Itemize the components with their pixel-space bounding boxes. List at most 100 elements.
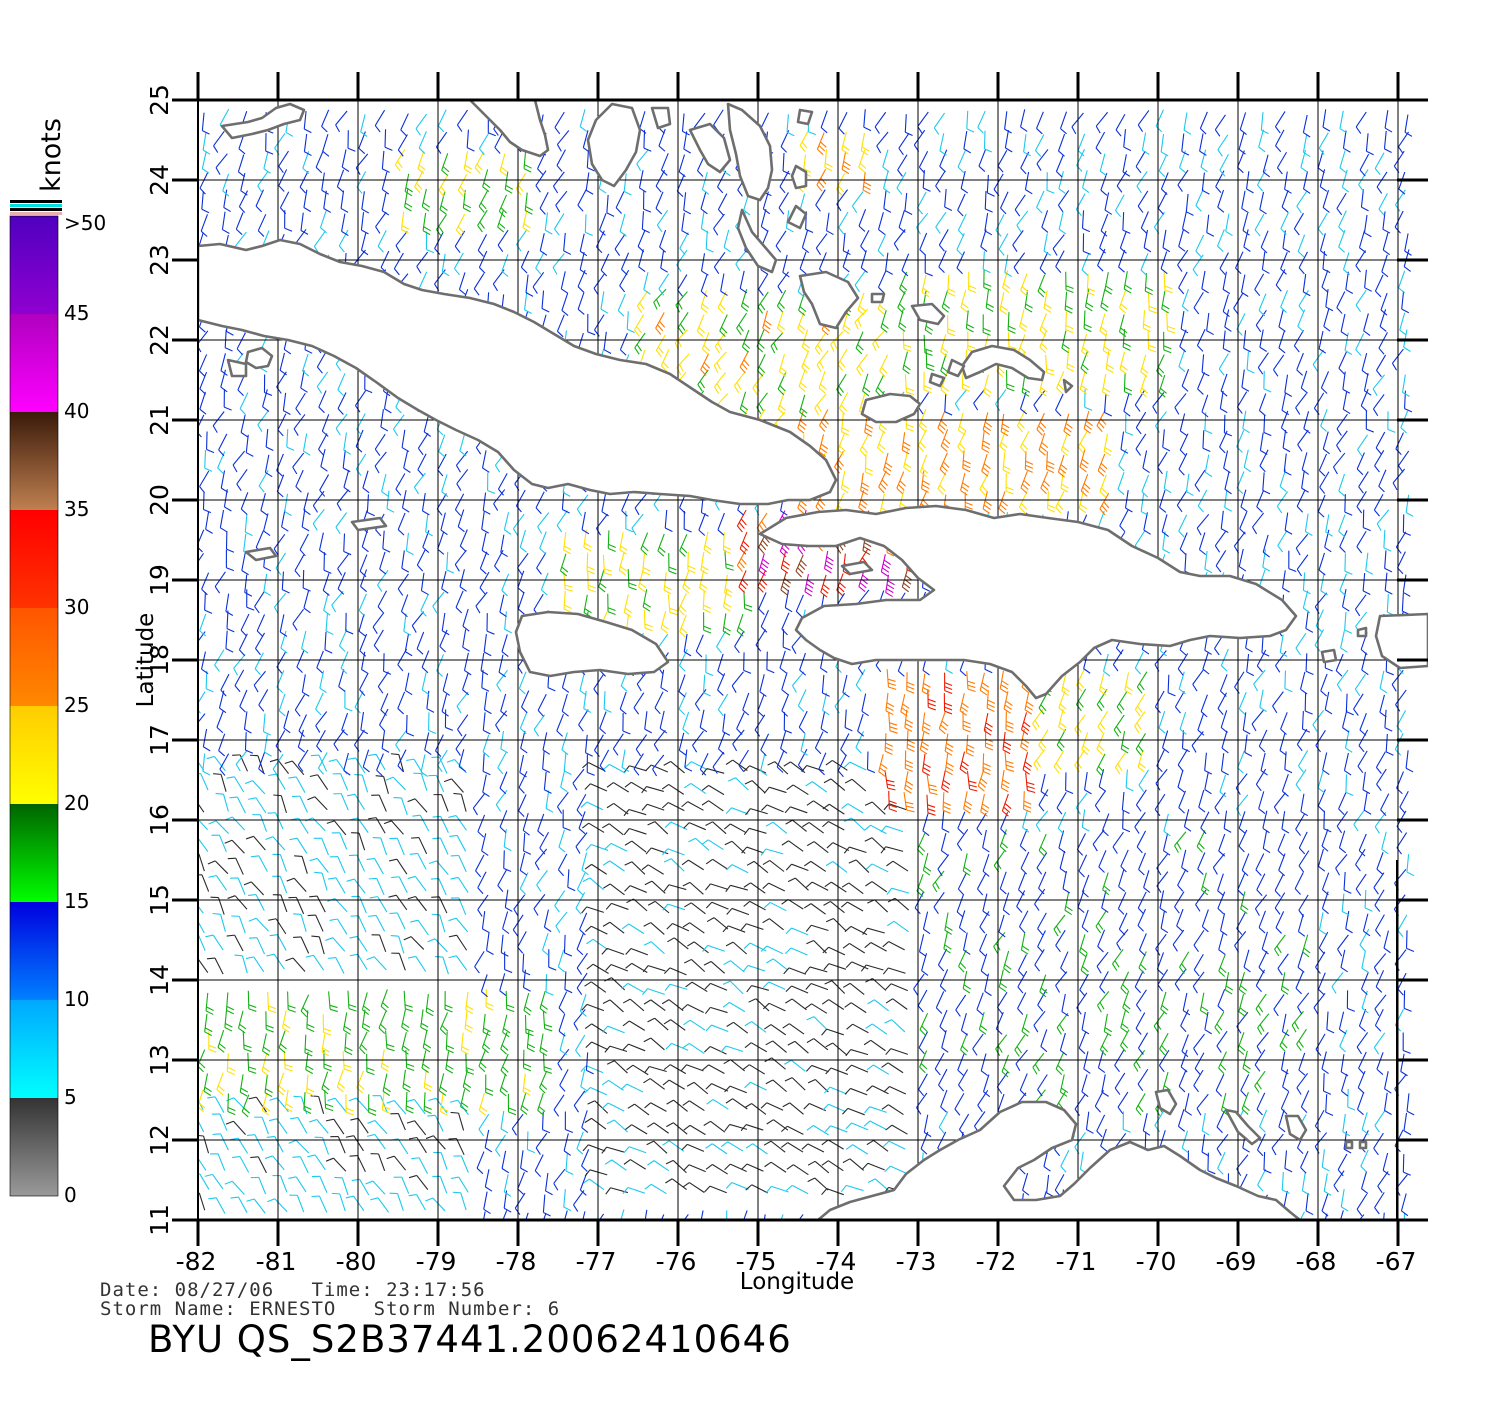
wind-barb xyxy=(801,733,808,755)
wind-barb xyxy=(1216,550,1226,572)
wind-barb xyxy=(1343,392,1350,414)
wind-barb xyxy=(1282,1014,1289,1036)
wind-barb xyxy=(994,174,1003,196)
wind-barb xyxy=(1047,1175,1054,1197)
plot-area xyxy=(185,100,1428,1237)
wind-barb xyxy=(958,413,965,435)
wind-barb xyxy=(1259,951,1267,973)
wind-barb xyxy=(241,492,248,514)
wind-barb xyxy=(418,152,425,174)
wind-barb xyxy=(1398,915,1407,937)
wind-barb xyxy=(1123,154,1130,176)
wind-barb xyxy=(868,752,875,773)
wind-barb xyxy=(782,694,789,716)
wind-barb xyxy=(883,942,905,950)
wind-barb xyxy=(884,191,891,213)
wind-barb xyxy=(1294,330,1303,352)
wind-barb xyxy=(788,878,808,890)
wind-barb xyxy=(310,858,329,872)
wind-barb xyxy=(361,212,368,234)
wind-barb xyxy=(963,450,971,471)
wind-barb xyxy=(1202,1113,1209,1135)
wind-barb xyxy=(865,838,885,850)
wind-barb xyxy=(1343,589,1350,611)
wind-barb xyxy=(225,840,245,853)
wind-barb xyxy=(320,211,326,233)
wind-barb xyxy=(1345,553,1352,574)
wind-barb xyxy=(1405,115,1412,137)
wind-barb xyxy=(1017,410,1025,432)
wind-barb xyxy=(647,1123,668,1133)
wind-barb xyxy=(525,1015,533,1036)
wind-barb xyxy=(1054,751,1063,773)
wind-barb xyxy=(861,230,869,252)
wind-barb xyxy=(683,1101,705,1111)
legend-band xyxy=(10,706,58,804)
wind-barb xyxy=(1302,1173,1309,1195)
wind-barb xyxy=(1197,514,1209,535)
wind-barb xyxy=(538,1093,545,1115)
wind-barb xyxy=(1319,454,1326,476)
wind-barb xyxy=(1292,1011,1303,1032)
wind-barb xyxy=(644,1066,666,1072)
wind-barb xyxy=(428,939,448,952)
wind-barb xyxy=(831,331,844,351)
wind-barb xyxy=(449,1139,465,1155)
wind-barb xyxy=(702,332,709,354)
wind-barb xyxy=(1003,732,1011,754)
wind-barb xyxy=(1357,1194,1367,1216)
wind-barb xyxy=(582,907,604,913)
wind-barb xyxy=(983,854,989,876)
wind-barb xyxy=(504,512,511,534)
wind-barb xyxy=(798,689,806,711)
wind-barb xyxy=(287,878,306,891)
wind-barb xyxy=(1075,715,1086,736)
wind-barb xyxy=(467,130,474,151)
wind-barb xyxy=(398,692,405,714)
wind-barb xyxy=(241,415,248,437)
wind-barb xyxy=(409,1175,428,1189)
wind-barb xyxy=(337,170,343,192)
wind-barb xyxy=(800,252,806,274)
wind-barb xyxy=(645,1184,667,1193)
legend-label: 15 xyxy=(64,889,89,913)
wind-barb xyxy=(1202,354,1209,375)
wind-barb xyxy=(885,1020,905,1032)
wind-barb xyxy=(456,591,463,613)
wind-barb xyxy=(702,172,708,194)
wind-barb xyxy=(1315,629,1324,651)
wind-barb xyxy=(213,411,224,432)
wind-barb xyxy=(782,613,789,635)
wind-barb xyxy=(585,864,607,874)
wind-barb xyxy=(1283,570,1290,592)
wind-barb xyxy=(217,1073,224,1095)
wind-barb xyxy=(234,654,246,675)
wind-barb xyxy=(1396,690,1407,711)
wind-barb xyxy=(248,1053,256,1074)
wind-barb xyxy=(1021,109,1028,131)
wind-barb xyxy=(1118,892,1125,914)
wind-barb xyxy=(207,432,214,453)
wind-barb xyxy=(786,1185,808,1193)
wind-barb xyxy=(346,1136,364,1151)
wind-barb xyxy=(819,753,826,775)
wind-barb xyxy=(1135,652,1143,674)
wind-barb xyxy=(879,471,888,493)
wind-barb xyxy=(578,292,584,314)
wind-barb xyxy=(1220,253,1228,275)
wind-barb xyxy=(479,251,486,273)
wind-barb xyxy=(1046,355,1055,375)
wind-barb xyxy=(601,291,608,313)
wind-barb xyxy=(1180,330,1186,352)
wind-barb xyxy=(1363,510,1370,531)
wind-barb xyxy=(1101,214,1108,236)
wind-barb xyxy=(923,853,930,875)
wind-barb xyxy=(449,935,467,950)
wind-barb xyxy=(568,869,575,890)
wind-barb xyxy=(481,653,488,675)
wind-barb xyxy=(1375,153,1384,175)
wind-barb xyxy=(208,1198,225,1214)
wind-barb xyxy=(1278,954,1288,975)
wind-barb xyxy=(1401,1194,1407,1216)
wind-barb xyxy=(1256,854,1264,876)
